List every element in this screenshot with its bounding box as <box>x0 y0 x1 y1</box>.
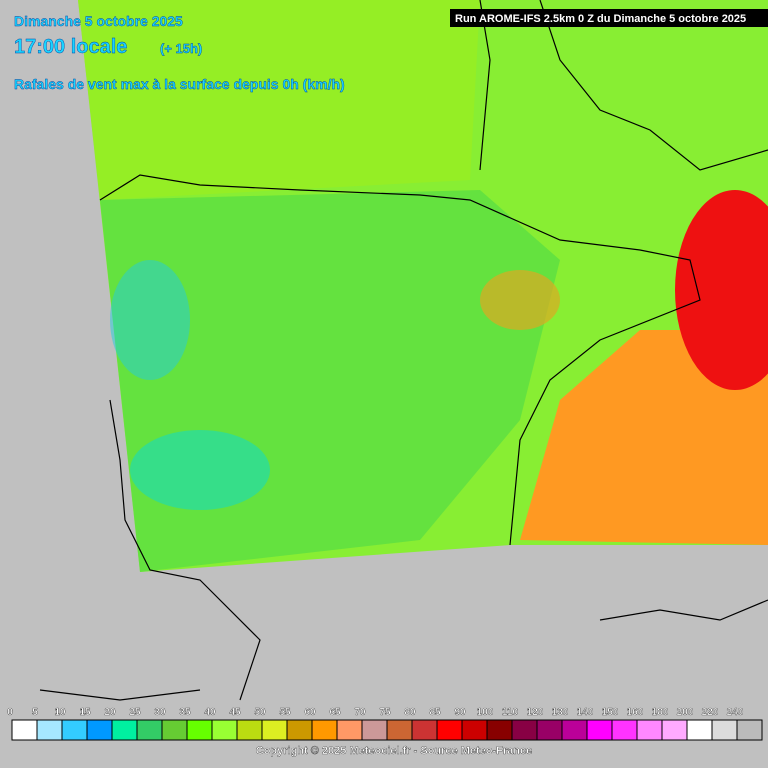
legend-swatch <box>336 719 363 741</box>
legend-swatch <box>36 719 63 741</box>
legend-swatch <box>11 719 38 741</box>
high-wind-zone <box>520 330 768 545</box>
legend-label: 130 <box>552 707 569 718</box>
legend-swatch <box>161 719 188 741</box>
legend-label: 70 <box>354 707 366 718</box>
legend-label: 0 <box>7 707 13 718</box>
legend-label: 35 <box>179 707 191 718</box>
legend-label: 240 <box>727 707 744 718</box>
legend-label: 60 <box>304 707 316 718</box>
lead-label: (+ 15h) <box>160 41 202 56</box>
legend-label: 30 <box>154 707 166 718</box>
legend-label: 55 <box>279 707 291 718</box>
legend: 0 5 10 15 20 25 30 35 40 45 50 55 60 65 70 75 80 85 90 100 1… <box>7 707 763 741</box>
legend-label: 90 <box>454 707 466 718</box>
legend-swatch <box>186 719 213 741</box>
run-box <box>450 9 768 27</box>
legend-swatch <box>111 719 138 741</box>
legend-label: 110 <box>502 707 519 718</box>
legend-swatch <box>411 719 438 741</box>
legend-label: 45 <box>229 707 241 718</box>
storm-zone <box>675 190 768 390</box>
sea-area <box>78 0 480 200</box>
legend-label: 85 <box>429 707 441 718</box>
legend-label: 80 <box>404 707 416 718</box>
legend-label: 160 <box>627 707 644 718</box>
legend-swatch <box>486 719 513 741</box>
legend-swatch <box>561 719 588 741</box>
legend-swatch <box>286 719 313 741</box>
legend-swatch <box>661 719 688 741</box>
legend-swatch <box>586 719 613 741</box>
parameter-label: Rafales de vent max à la surface depuis … <box>14 76 345 92</box>
legend-label: 10 <box>54 707 66 718</box>
high-wind-zone <box>480 270 560 330</box>
legend-label: 50 <box>254 707 266 718</box>
run-label: Run AROME-IFS 2.5km 0 Z du Dimanche 5 oc… <box>455 13 746 25</box>
legend-swatch <box>386 719 413 741</box>
legend-label: 220 <box>702 707 719 718</box>
legend-label: 25 <box>129 707 141 718</box>
legend-label: 120 <box>527 707 544 718</box>
legend-swatch <box>61 719 88 741</box>
legend-swatch <box>461 719 488 741</box>
legend-label: 140 <box>577 707 594 718</box>
legend-label: 200 <box>677 707 694 718</box>
legend-swatch <box>636 719 663 741</box>
copyright: Copyright © 2025 Meteociel.fr - Source M… <box>256 745 532 757</box>
legend-swatch <box>136 719 163 741</box>
legend-swatch <box>536 719 563 741</box>
legend-label: 65 <box>329 707 341 718</box>
legend-swatch <box>436 719 463 741</box>
legend-swatch <box>211 719 238 741</box>
legend-swatch <box>311 719 338 741</box>
date-label: Dimanche 5 octobre 2025 <box>14 13 183 29</box>
legend-label: 180 <box>652 707 669 718</box>
legend-label: 40 <box>204 707 216 718</box>
legend-swatch <box>686 719 713 741</box>
legend-swatch <box>611 719 638 741</box>
legend-swatch <box>511 719 538 741</box>
legend-label: 5 <box>32 707 38 718</box>
legend-swatch <box>261 719 288 741</box>
legend-label: 150 <box>602 707 619 718</box>
time-label: 17:00 locale <box>14 36 127 58</box>
coastline <box>39 0 768 701</box>
legend-label: 100 <box>477 707 494 718</box>
legend-label: 15 <box>79 707 91 718</box>
legend-swatch <box>236 719 263 741</box>
legend-swatch <box>711 719 738 741</box>
legend-label: 75 <box>379 707 391 718</box>
low-wind-zone <box>130 430 270 510</box>
legend-label: 20 <box>104 707 116 718</box>
low-wind-zone <box>110 260 190 380</box>
legend-swatch <box>86 719 113 741</box>
legend-swatch <box>361 719 388 741</box>
legend-swatch <box>736 719 763 741</box>
